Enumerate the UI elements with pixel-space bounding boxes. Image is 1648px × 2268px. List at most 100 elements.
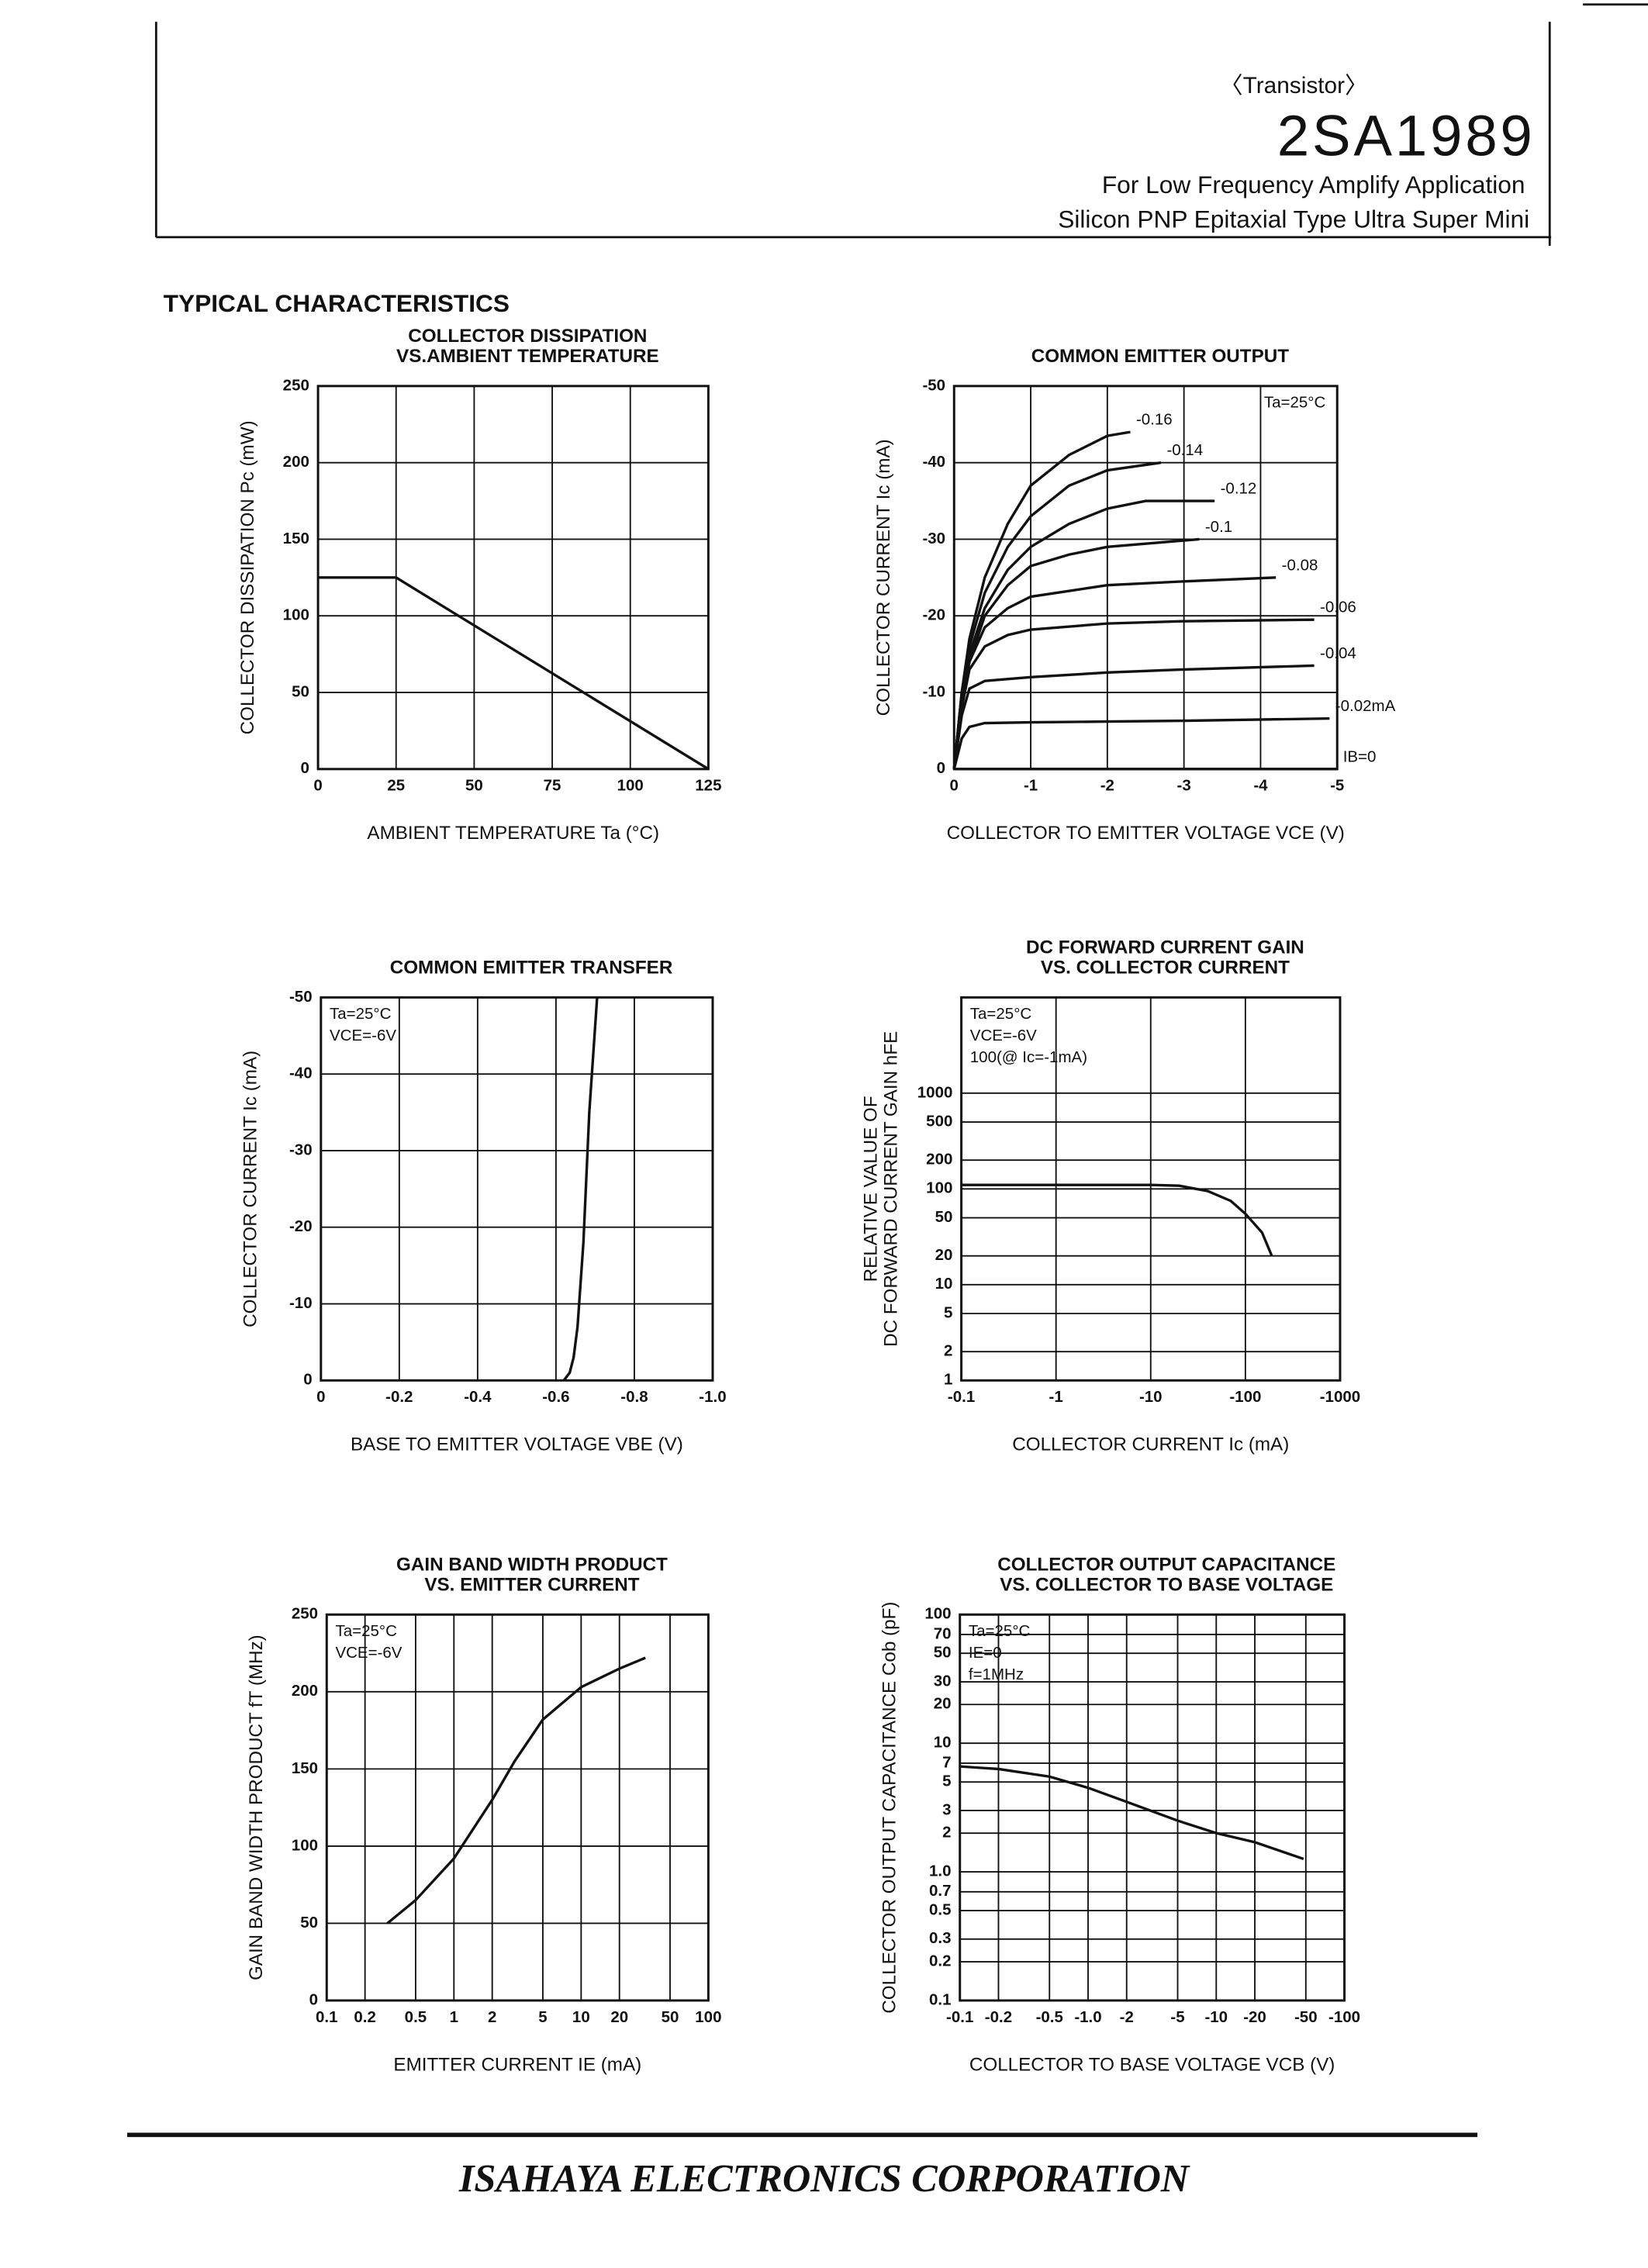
y-axis-label: COLLECTOR CURRENT Ic (mA) <box>873 439 894 716</box>
chart-title: VS. COLLECTOR CURRENT <box>1041 957 1290 978</box>
x-tick-label: -2 <box>1120 2008 1134 2026</box>
x-axis-label: BASE TO EMITTER VOLTAGE VBE (V) <box>351 1434 683 1455</box>
y-tick-label: 5 <box>942 1773 951 1790</box>
annotation: IE=0 <box>969 1644 1002 1662</box>
y-tick-label: 0 <box>309 1990 318 2008</box>
series-label: -0.04 <box>1320 644 1356 662</box>
y-axis-label: COLLECTOR CURRENT Ic (mA) <box>240 1051 261 1327</box>
curve <box>952 430 1131 769</box>
plot-frame <box>320 996 714 1382</box>
y-tick-label: -30 <box>289 1141 313 1158</box>
chart-title: COLLECTOR DISSIPATION <box>408 326 647 347</box>
chart-title: COMMON EMITTER OUTPUT <box>1031 346 1290 367</box>
x-tick-label: 0 <box>950 777 959 795</box>
y-tick-label: 250 <box>283 376 309 394</box>
annotation: Ta=25°C <box>970 1005 1032 1023</box>
y-tick-label: 0 <box>937 759 945 777</box>
x-tick-label: 75 <box>544 777 561 795</box>
y-tick-label: 0.1 <box>929 1990 952 2008</box>
y-tick-label: 50 <box>935 1208 953 1226</box>
x-tick-label: -0.1 <box>948 1388 975 1406</box>
y-tick-label: 50 <box>292 682 309 700</box>
y-tick-label: -30 <box>922 530 945 547</box>
annotation: Ta=25°C <box>330 1005 392 1023</box>
y-tick-label: 0 <box>303 1371 312 1389</box>
annotation: f=1MHz <box>969 1666 1024 1683</box>
x-axis-label: COLLECTOR CURRENT Ic (mA) <box>1012 1434 1289 1455</box>
y-tick-label: -40 <box>922 453 945 471</box>
curve <box>952 499 1215 769</box>
y-tick-label: 0.7 <box>929 1882 952 1900</box>
x-tick-label: -5 <box>1170 2008 1184 2026</box>
y-tick-label: 150 <box>283 530 309 547</box>
y-tick-label: 20 <box>935 1246 953 1264</box>
x-tick-label: 0.1 <box>316 2008 338 2026</box>
y-tick-label: -20 <box>289 1217 313 1235</box>
y-tick-label: 50 <box>300 1914 318 1931</box>
footer: ISAHAYA ELECTRONICS CORPORATION <box>458 2156 1190 2200</box>
series-label: -0.02mA <box>1335 697 1396 715</box>
x-tick-label: 100 <box>695 2008 721 2026</box>
plot-frame <box>325 1613 710 2002</box>
y-axis-label: GAIN BAND WIDTH PRODUCT fT (MHz) <box>246 1635 267 1980</box>
y-tick-label: -50 <box>289 988 313 1006</box>
x-tick-label: 100 <box>617 777 644 795</box>
y-tick-label: 100 <box>924 1605 951 1623</box>
x-tick-label: -0.6 <box>542 1388 569 1406</box>
x-tick-label: -1 <box>1024 777 1038 795</box>
header-tag: 〈Transistor〉 <box>1220 73 1368 98</box>
y-tick-label: 0.5 <box>929 1900 952 1918</box>
y-tick-label: 2 <box>944 1342 952 1360</box>
y-tick-label: 0.3 <box>929 1929 952 1947</box>
y-tick-label: 1 <box>944 1371 952 1389</box>
y-axis-label: COLLECTOR OUTPUT CAPACITANCE Cob (pF) <box>879 1602 900 2014</box>
x-tick-label: -10 <box>1139 1388 1163 1406</box>
x-tick-label: -50 <box>1294 2008 1318 2026</box>
x-tick-label: 0.2 <box>354 2008 375 2026</box>
y-tick-label: 150 <box>292 1759 318 1777</box>
y-tick-label: 5 <box>944 1303 952 1321</box>
series-label: -0.06 <box>1320 599 1356 616</box>
y-tick-label: 100 <box>292 1836 318 1854</box>
y-tick-label: 200 <box>292 1682 318 1700</box>
x-axis-label: COLLECTOR TO EMITTER VOLTAGE VCE (V) <box>947 823 1345 844</box>
x-tick-label: -1.0 <box>699 1388 726 1406</box>
annotation: VCE=-6V <box>970 1027 1037 1044</box>
y-tick-label: 200 <box>926 1151 952 1169</box>
annotation: Ta=25°C <box>335 1622 397 1640</box>
x-tick-label: 25 <box>387 777 405 795</box>
series-label: -0.1 <box>1205 518 1232 536</box>
x-tick-label: 0.5 <box>405 2008 427 2026</box>
y-tick-label: 7 <box>942 1753 951 1771</box>
curve <box>318 576 710 771</box>
y-tick-label: 200 <box>283 453 309 471</box>
y-tick-label: 10 <box>935 1275 953 1293</box>
x-tick-label: -0.2 <box>385 1388 413 1406</box>
x-tick-label: -0.1 <box>946 2008 973 2026</box>
curve <box>386 1656 646 1925</box>
chart-title: GAIN BAND WIDTH PRODUCT <box>396 1554 668 1575</box>
x-tick-label: -1 <box>1049 1388 1063 1406</box>
x-tick-label: -1.0 <box>1074 2008 1101 2026</box>
y-tick-label: 1.0 <box>929 1862 952 1880</box>
chart-title: VS.AMBIENT TEMPERATURE <box>396 346 659 367</box>
annotation: VCE=-6V <box>330 1027 396 1044</box>
x-tick-label: -4 <box>1253 777 1268 795</box>
plot-frame <box>952 385 1339 771</box>
chart-title: COMMON EMITTER TRANSFER <box>390 957 673 978</box>
series-label: -0.16 <box>1136 411 1173 429</box>
y-tick-label: 0.2 <box>929 1952 952 1969</box>
y-tick-label: -10 <box>922 682 945 700</box>
x-tick-label: -0.2 <box>985 2008 1012 2026</box>
header-line: Silicon PNP Epitaxial Type Ultra Super M… <box>1058 205 1529 233</box>
x-tick-label: 50 <box>465 777 483 795</box>
y-tick-label: 500 <box>926 1112 952 1130</box>
y-tick-label: 1000 <box>917 1083 953 1101</box>
x-tick-label: 0 <box>316 1388 325 1406</box>
x-axis-label: COLLECTOR TO BASE VOLTAGE VCB (V) <box>969 2054 1335 2075</box>
part-number: 2SA1989 <box>1277 104 1536 168</box>
x-tick-label: -100 <box>1229 1388 1261 1406</box>
curve <box>952 618 1315 770</box>
